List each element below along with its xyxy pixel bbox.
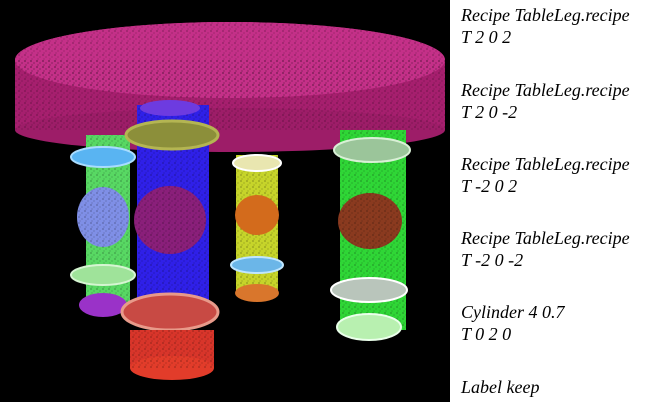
recipe-command: Recipe TableLeg.recipe — [461, 5, 630, 25]
recipe-panel: Recipe TableLeg.recipe T 2 0 2 Recipe Ta… — [450, 0, 650, 402]
table-leg-green-left[interactable] — [70, 135, 136, 317]
table-top-disc[interactable] — [15, 22, 445, 152]
recipe-entry[interactable]: Recipe TableLeg.recipe T 2 0 -2 — [461, 79, 650, 123]
recipe-transform: T -2 0 -2 — [461, 250, 524, 270]
recipe-entry[interactable]: Recipe TableLeg.recipe T -2 0 2 — [461, 153, 650, 197]
recipe-entry[interactable]: Recipe TableLeg.recipe T -2 0 -2 — [461, 227, 650, 271]
recipe-transform: T 0 2 0 — [461, 324, 512, 344]
recipe-command: Cylinder 4 0.7 — [461, 302, 565, 322]
table-leg-green-right[interactable] — [330, 130, 411, 341]
recipe-entry[interactable]: Cylinder 4 0.7 T 0 2 0 — [461, 301, 650, 345]
recipe-transform: T -2 0 2 — [461, 176, 518, 196]
table-leg-blue[interactable] — [124, 100, 220, 315]
recipe-entry[interactable]: Recipe TableLeg.recipe T 2 0 2 — [461, 4, 650, 48]
recipe-command: Recipe TableLeg.recipe — [461, 228, 630, 248]
3d-viewport[interactable] — [0, 0, 450, 402]
recipe-command: Label keep — [461, 377, 540, 397]
recipe-transform: T 2 0 2 — [461, 27, 512, 47]
recipe-entry[interactable]: Label keep — [461, 376, 650, 398]
recipe-command: Recipe TableLeg.recipe — [461, 154, 630, 174]
table-leg-yellow[interactable] — [230, 154, 284, 302]
recipe-transform: T 2 0 -2 — [461, 102, 518, 122]
recipe-command: Recipe TableLeg.recipe — [461, 80, 630, 100]
scene-canvas — [15, 22, 445, 380]
leg-ring-orange[interactable] — [120, 292, 220, 380]
